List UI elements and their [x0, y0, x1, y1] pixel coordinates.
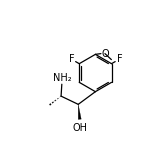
Text: OH: OH: [72, 123, 87, 133]
Text: F: F: [69, 54, 74, 64]
Polygon shape: [78, 104, 81, 119]
Text: O: O: [102, 49, 110, 59]
Polygon shape: [54, 100, 56, 101]
Polygon shape: [49, 103, 51, 105]
Polygon shape: [57, 98, 59, 99]
Text: NH₂: NH₂: [52, 73, 71, 83]
Text: F: F: [117, 54, 122, 64]
Polygon shape: [52, 102, 54, 103]
Polygon shape: [60, 96, 61, 97]
